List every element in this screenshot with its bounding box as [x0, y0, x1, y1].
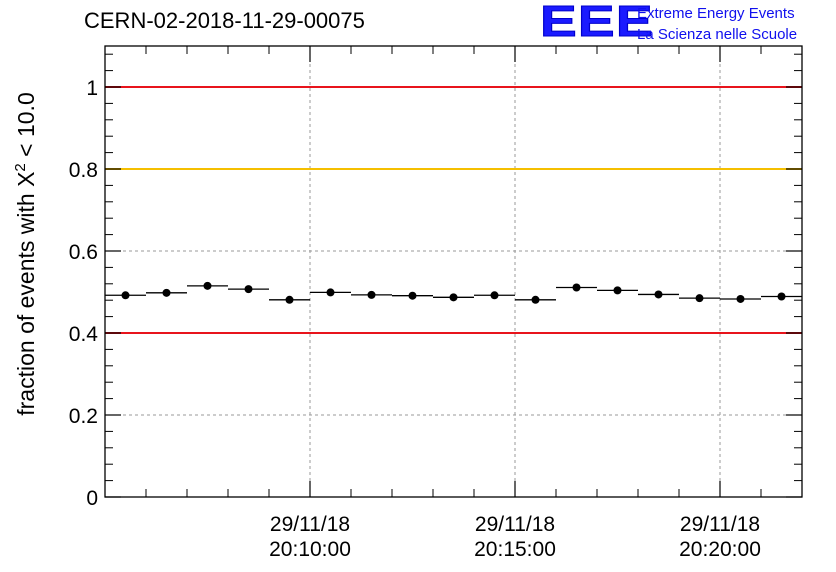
data-point — [736, 294, 745, 303]
data-point — [408, 291, 417, 300]
chart-title: CERN-02-2018-11-29-00075 — [84, 8, 365, 33]
logo-mark: EEE — [539, 0, 654, 46]
data-point — [162, 288, 171, 297]
data-point — [572, 283, 581, 292]
axis-labels: 00.20.40.60.8129/11/1820:10:0029/11/1820… — [69, 77, 761, 561]
y-tick-label: 0.4 — [69, 323, 99, 346]
data-point — [244, 285, 253, 294]
x-tick-label-time: 20:20:00 — [679, 538, 761, 561]
y-axis-label-prefix: fraction of events with — [13, 187, 39, 416]
data-point — [654, 290, 663, 299]
x-tick-label-time: 20:10:00 — [269, 538, 351, 561]
data-point — [531, 295, 540, 304]
logo-line-2: La Scienza nelle Scuole — [637, 26, 798, 43]
data-point — [203, 281, 212, 290]
reference-lines — [105, 86, 802, 334]
data-point — [121, 291, 130, 300]
y-axis-label-symbol: X — [13, 172, 39, 187]
data-point — [326, 288, 335, 297]
data-point — [285, 295, 294, 304]
y-axis-label: fraction of events with X2 < 10.0 — [12, 92, 39, 416]
data-point — [777, 292, 786, 301]
plot-frame — [104, 45, 803, 498]
x-tick-label-date: 29/11/18 — [475, 513, 555, 536]
y-tick-label: 0.2 — [69, 405, 98, 428]
data-point — [449, 293, 458, 302]
x-tick-label-time: 20:15:00 — [474, 538, 556, 561]
x-tick-label-date: 29/11/18 — [270, 513, 350, 536]
y-tick-label: 1 — [86, 77, 98, 100]
y-tick-label: 0.8 — [69, 159, 98, 182]
data-points — [105, 281, 802, 304]
y-tick-label: 0 — [86, 487, 98, 510]
grid-layer — [105, 46, 802, 497]
axis-ticks — [105, 46, 802, 498]
logo-line-1: Extreme Energy Events — [637, 5, 795, 22]
y-tick-label: 0.6 — [69, 241, 98, 264]
x-tick-label-date: 29/11/18 — [680, 513, 760, 536]
data-point — [367, 290, 376, 299]
data-point — [695, 294, 704, 303]
data-point — [490, 291, 499, 300]
y-axis-label-power: 2 — [12, 163, 29, 171]
y-axis-label-suffix: < 10.0 — [13, 92, 39, 163]
data-point — [613, 286, 622, 295]
